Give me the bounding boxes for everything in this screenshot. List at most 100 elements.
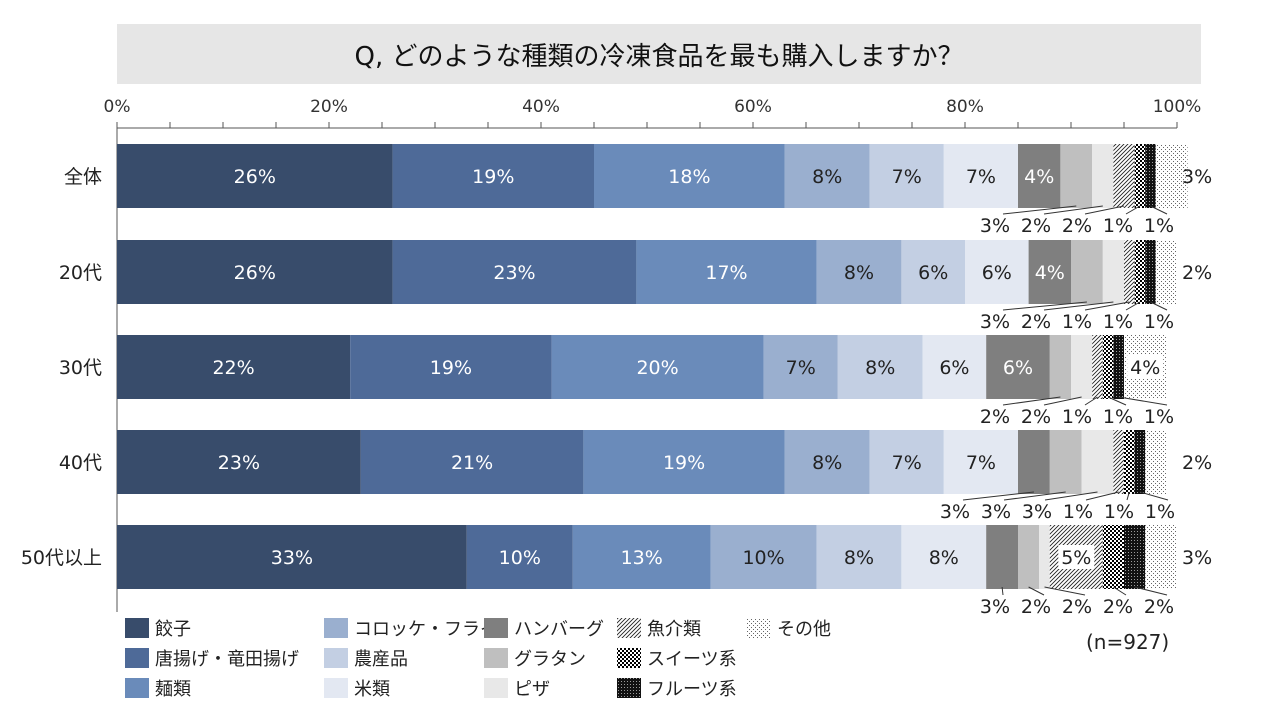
label-backdrop <box>1058 545 1095 569</box>
data-label: 22% <box>212 357 254 379</box>
legend-swatch <box>125 648 149 668</box>
bar-segment <box>1134 240 1146 304</box>
callout-label: 2% <box>1062 215 1092 237</box>
legend-swatch <box>484 618 508 638</box>
category-label: 50代以上 <box>21 547 102 569</box>
bar-segment <box>1018 430 1050 494</box>
bar-segment <box>117 430 361 494</box>
bar-segment <box>1145 144 1156 208</box>
data-label: 6% <box>918 262 948 284</box>
callout-leader <box>1139 491 1169 501</box>
callout-leader <box>1113 586 1127 596</box>
right-data-label: 3% <box>1182 547 1212 569</box>
bar-segment <box>572 525 711 589</box>
legend-swatch <box>125 678 149 698</box>
bar-segment <box>869 430 944 494</box>
bar-segment <box>1124 430 1135 494</box>
callout-label: 1% <box>1144 311 1174 333</box>
legend-swatch <box>324 648 348 668</box>
bar-segment <box>816 240 902 304</box>
callout-leader <box>1043 396 1082 406</box>
callout-leader <box>1126 491 1130 501</box>
legend-label: 餃子 <box>155 619 191 640</box>
legend-swatch <box>617 678 641 698</box>
legend-label: その他 <box>777 619 831 640</box>
bars <box>117 144 1188 589</box>
legend-swatch <box>484 678 508 698</box>
bar-segment <box>1081 430 1114 494</box>
data-label: 19% <box>472 166 514 188</box>
legend-swatch <box>484 648 508 668</box>
bar-segment <box>1039 525 1050 589</box>
x-axis: 0% 20% 40% 60% 80% 100% <box>104 97 1202 612</box>
bar-segment <box>837 335 923 399</box>
callout-leader <box>1084 301 1130 311</box>
x-tick-label: 60% <box>734 97 772 117</box>
bar-segment <box>901 240 965 304</box>
bar-segment <box>943 144 1018 208</box>
callout-label: 1% <box>1063 501 1093 523</box>
data-label: 7% <box>892 166 922 188</box>
data-label: 5% <box>1061 547 1091 569</box>
legend-swatch <box>324 678 348 698</box>
bar-segment <box>1102 525 1124 589</box>
callout-label: 2% <box>1144 596 1174 618</box>
data-label: 7% <box>966 166 996 188</box>
bar-segment <box>901 525 987 589</box>
category-label: 40代 <box>59 452 102 474</box>
legend-swatch <box>617 648 641 668</box>
legend-label: フルーツ系 <box>647 679 737 700</box>
data-label: 8% <box>929 547 959 569</box>
callout-label: 3% <box>940 501 970 523</box>
callout-leader <box>1125 205 1141 215</box>
data-label: 33% <box>271 547 313 569</box>
callout-label: 1% <box>1103 311 1133 333</box>
chart-title: Q, どのような種類の冷凍食品を最も購入しますか？ <box>117 24 1201 84</box>
callout-label: 1% <box>1144 215 1174 237</box>
bar-segment <box>1049 430 1082 494</box>
bar-segment <box>350 335 552 399</box>
bar-segment <box>1113 335 1124 399</box>
legend-label: コロッケ・フライ <box>354 619 498 640</box>
legend-swatch <box>617 618 641 638</box>
bar-segment <box>636 240 817 304</box>
bar-segment <box>869 144 944 208</box>
bar-segment <box>1113 430 1124 494</box>
callout-leader <box>1002 301 1087 311</box>
callout-label: 3% <box>1022 501 1052 523</box>
data-label: 20% <box>636 357 678 379</box>
bar-segment <box>1134 430 1146 494</box>
callout-leader <box>1125 301 1141 311</box>
bar-segment <box>1018 525 1040 589</box>
callout-leader <box>1044 491 1098 501</box>
legend-label: 魚介類 <box>647 619 701 640</box>
data-label: 4% <box>1024 166 1054 188</box>
data-label: 10% <box>742 547 784 569</box>
legend-label: 唐揚げ・竜田揚げ <box>155 649 299 670</box>
legend-label: 米類 <box>354 679 390 700</box>
sample-size-note: (n=927) <box>1086 630 1170 654</box>
bar-segment <box>784 144 870 208</box>
bar-segment <box>466 525 573 589</box>
label-backdrop <box>1127 355 1164 379</box>
data-label: 26% <box>234 262 276 284</box>
x-tick-label: 100% <box>1153 97 1202 117</box>
right-data-label: 3% <box>1182 166 1212 188</box>
right-data-label: 2% <box>1182 452 1212 474</box>
bar-segment <box>1134 144 1146 208</box>
callout-leader <box>1084 205 1125 215</box>
bar-segment <box>551 335 764 399</box>
bar-segment <box>1145 525 1177 589</box>
x-tick-label: 0% <box>104 97 131 117</box>
callout-leader <box>1107 396 1127 406</box>
bar-segment <box>1092 144 1114 208</box>
legend-label: ハンバーグ <box>514 619 604 640</box>
category-label: 30代 <box>59 357 102 379</box>
callout-label: 3% <box>980 596 1010 618</box>
data-label: 6% <box>1003 357 1033 379</box>
callout-label: 2% <box>1103 596 1133 618</box>
data-label: 19% <box>663 452 705 474</box>
bar-segment <box>1028 240 1071 304</box>
legend-swatch <box>125 618 149 638</box>
bar-segment <box>1018 144 1061 208</box>
